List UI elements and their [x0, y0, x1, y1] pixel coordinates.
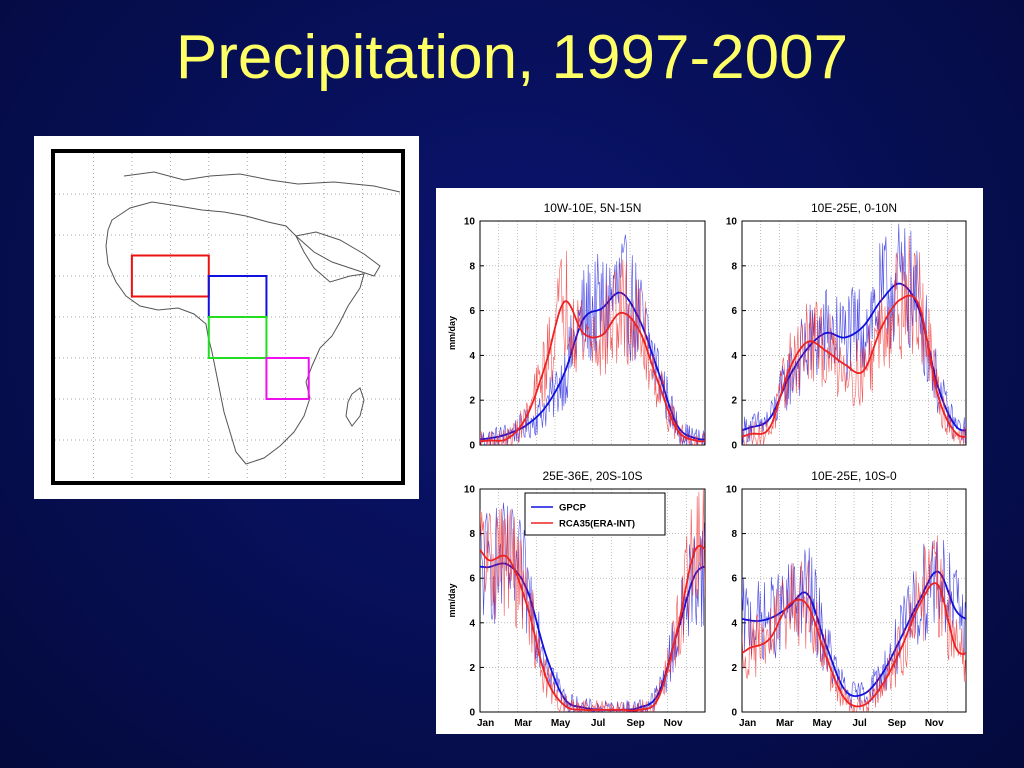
y-tick-label: 4: [469, 618, 475, 629]
chart-panel-3: 25E-36E, 20S-10S 0 2 4 6 8 10 Jan Mar May Jul Sep No…: [447, 469, 706, 729]
chart-panel-2: 10E-25E, 0-10N 0 2 4 6 8 10: [726, 201, 967, 452]
series-daily-rca35: [742, 235, 966, 445]
x-tick-label: Jul: [852, 718, 867, 729]
series-smooth-gpcp: [742, 570, 966, 698]
x-tick-label: May: [551, 718, 571, 729]
x-tick-label: May: [813, 718, 833, 729]
x-tick-label: Mar: [776, 718, 794, 729]
y-tick-label: 2: [469, 396, 475, 407]
y-tick-label: 0: [469, 441, 475, 452]
legend-entry: RCA35(ERA-INT): [559, 519, 635, 530]
chart-title: 10W-10E, 5N-15N: [544, 201, 642, 215]
plot-area: [742, 223, 966, 445]
plot-frame: [741, 220, 967, 446]
y-tick-label: 6: [731, 574, 737, 585]
region-25E-36E-20S-10S: [265, 357, 310, 400]
region-boxes: [130, 254, 310, 400]
precipitation-charts-svg: 10W-10E, 5N-15N 0 2 4 6 8 10 mm/day 10E-25E, 0-1…: [447, 201, 967, 729]
madagascar-coastline: [345, 387, 365, 427]
y-tick-label: 8: [469, 261, 475, 272]
y-tick-label: 2: [469, 663, 475, 674]
y-tick-label: 8: [731, 261, 737, 272]
series-daily-rca35: [480, 489, 705, 712]
x-tick-label: Nov: [925, 718, 944, 729]
y-tick-label: 4: [731, 351, 737, 362]
y-tick-label: 0: [469, 708, 475, 719]
africa-coastline: [105, 201, 365, 465]
chart-title: 25E-36E, 20S-10S: [542, 469, 642, 483]
chart-panel-1: 10W-10E, 5N-15N 0 2 4 6 8 10 mm/day: [447, 201, 706, 452]
series-smooth-rca35: [742, 582, 966, 708]
x-tick-label: Jul: [591, 718, 606, 729]
plot-area: [480, 234, 705, 445]
africa-map-svg: [51, 149, 405, 485]
slide-title: Precipitation, 1997-2007: [175, 23, 849, 92]
y-tick-label: 4: [731, 618, 737, 629]
y-tick-label: 8: [731, 529, 737, 540]
europe-coastline: [123, 171, 401, 193]
plot-area: [480, 489, 705, 712]
y-tick-label: 6: [469, 306, 475, 317]
arabia-coastline: [294, 231, 381, 277]
legend-entry: GPCP: [559, 503, 587, 514]
charts-panel: 10W-10E, 5N-15N 0 2 4 6 8 10 mm/day 10E-25E, 0-1…: [436, 188, 983, 734]
y-tick-label: 10: [464, 485, 476, 496]
y-tick-label: 4: [469, 351, 475, 362]
x-tick-label: Jan: [739, 718, 756, 729]
chart-panel-4: 10E-25E, 10S-0 0 2 4 6 8 10 Jan Mar May Jul Sep Nov: [726, 469, 967, 729]
y-tick-label: 6: [469, 574, 475, 585]
y-tick-label: 10: [726, 217, 738, 228]
chart-legend: GPCP RCA35(ERA-INT): [524, 492, 666, 536]
series-smooth-rca35: [480, 544, 705, 712]
x-tick-label: Nov: [664, 718, 683, 729]
y-tick-label: 2: [731, 396, 737, 407]
chart-title: 10E-25E, 10S-0: [811, 469, 897, 483]
y-axis-label: mm/day: [447, 316, 457, 350]
y-tick-label: 10: [726, 485, 738, 496]
region-map: [34, 136, 419, 499]
y-tick-label: 6: [731, 306, 737, 317]
series-smooth-rca35: [480, 300, 705, 443]
series-daily-rca35: [742, 535, 966, 712]
plot-frame: [741, 488, 967, 713]
y-tick-label: 8: [469, 529, 475, 540]
y-tick-label: 0: [731, 441, 737, 452]
y-tick-label: 2: [731, 663, 737, 674]
x-tick-label: Mar: [514, 718, 532, 729]
plot-frame: [479, 220, 706, 446]
series-smooth-rca35: [742, 294, 966, 438]
y-tick-label: 10: [464, 217, 476, 228]
y-tick-label: 0: [731, 708, 737, 719]
legend-box: [524, 492, 666, 536]
x-tick-label: Sep: [626, 718, 644, 729]
plot-area: [742, 535, 966, 712]
y-axis-label: mm/day: [447, 583, 457, 617]
x-tick-label: Jan: [477, 718, 494, 729]
x-tick-label: Sep: [888, 718, 906, 729]
chart-title: 10E-25E, 0-10N: [811, 201, 897, 215]
region-10E-25E-10S-0: [207, 316, 268, 359]
series-daily-rca35: [480, 250, 705, 445]
